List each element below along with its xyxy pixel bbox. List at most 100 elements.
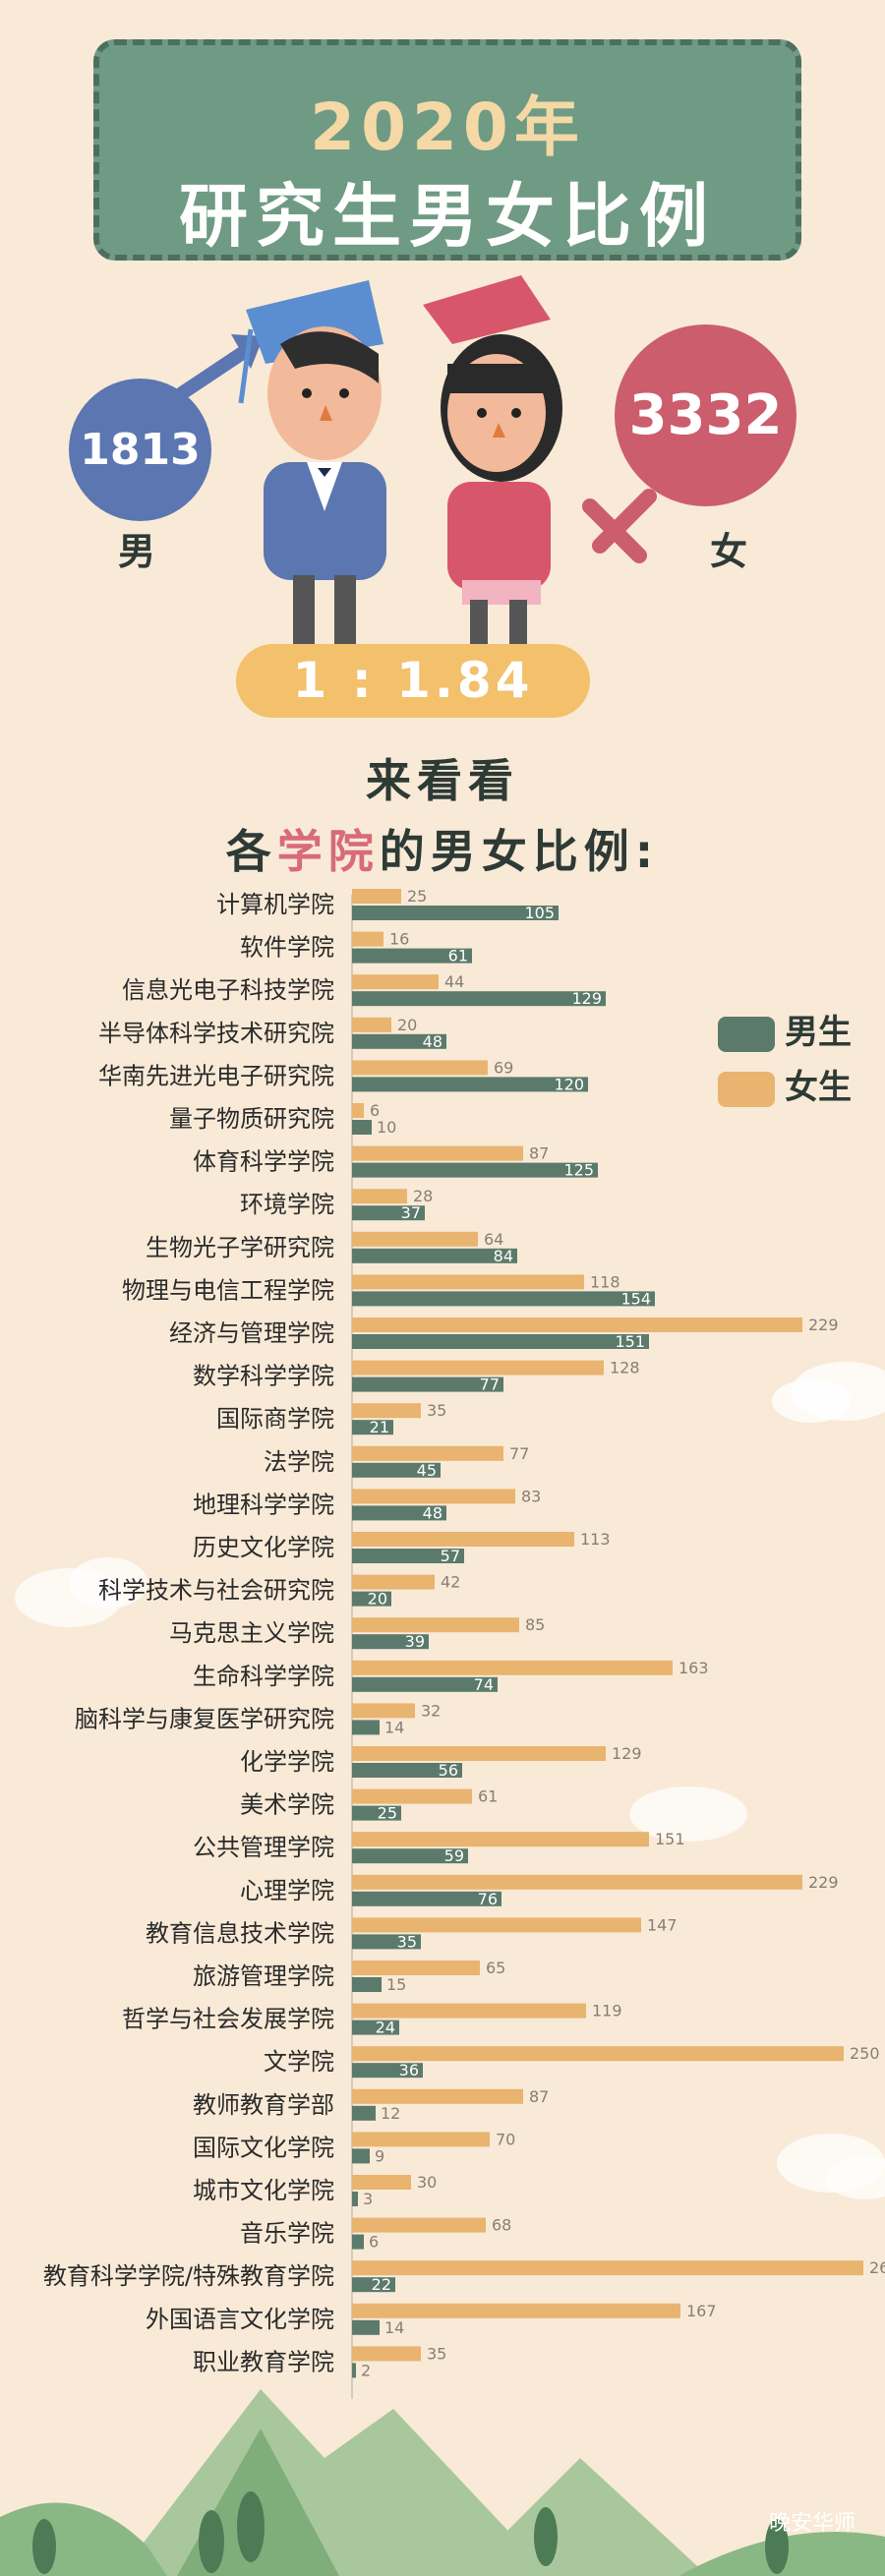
male-value-label: 20: [368, 1590, 387, 1609]
female-bar: [352, 1231, 478, 1247]
male-value-label: 24: [376, 2019, 395, 2037]
subtitle-prefix: 各: [225, 825, 277, 878]
male-bar: [352, 2105, 376, 2121]
male-bar: [352, 1291, 655, 1307]
male-bar: [352, 1462, 441, 1478]
female-bar: [352, 2132, 490, 2147]
female-bar: [352, 2088, 523, 2104]
category-label: 数学科学学院: [193, 1363, 334, 1390]
female-value-label: 119: [592, 2002, 622, 2020]
category-label: 信息光电子科技学院: [122, 976, 334, 1004]
year-title: 2020年: [310, 89, 585, 165]
male-bar: [352, 2234, 364, 2250]
male-bar: [352, 1676, 498, 1692]
male-value-label: 48: [423, 1503, 442, 1522]
category-label: 生物光子学研究院: [146, 1234, 334, 1261]
category-label: 城市文化学院: [193, 2177, 334, 2204]
male-bar: [352, 2063, 423, 2078]
female-bar: [352, 2346, 421, 2362]
male-value-label: 74: [474, 1675, 494, 1694]
female-value-label: 16: [389, 930, 409, 949]
female-value-label: 147: [647, 1915, 678, 1934]
female-bar: [352, 1360, 604, 1376]
category-label: 物理与电信工程学院: [122, 1276, 334, 1304]
category-label: 外国语言文化学院: [146, 2306, 334, 2333]
female-bar: [352, 931, 384, 947]
female-value-label: 151: [655, 1830, 685, 1848]
female-bar: [352, 1788, 472, 1804]
female-label: 女: [710, 530, 748, 573]
male-bar: [352, 1162, 598, 1178]
male-bar: [352, 2363, 356, 2378]
male-bar: [352, 1334, 649, 1349]
watermark: 晚安华师: [768, 2511, 856, 2536]
male-value-label: 12: [381, 2104, 400, 2123]
category-label: 教师教育学部: [193, 2091, 334, 2119]
male-value-label: 3: [363, 2190, 373, 2208]
male-value-label: 76: [478, 1890, 498, 1908]
male-bar: [352, 991, 606, 1007]
female-bar: [352, 2260, 863, 2276]
male-bar: [352, 1977, 382, 1992]
female-bar: [352, 2303, 680, 2318]
female-symbol-cross-icon: [582, 489, 657, 563]
category-label: 华南先进光电子研究院: [98, 1062, 334, 1089]
male-value-label: 9: [375, 2146, 384, 2165]
male-bar: [352, 1805, 401, 1821]
male-value-label: 151: [615, 1332, 645, 1351]
female-value-label: 65: [486, 1959, 505, 1977]
male-value-label: 125: [563, 1161, 594, 1180]
male-bar: [352, 1549, 464, 1563]
cloud-decoration: [15, 1362, 885, 2199]
male-bar: [352, 1248, 517, 1263]
category-label: 地理科学学院: [193, 1491, 334, 1518]
female-value-label: 129: [612, 1744, 642, 1763]
category-label: 哲学与社会发展学院: [122, 2006, 334, 2033]
male-count-circle: 1813: [69, 379, 211, 521]
legend-female-swatch: [718, 1071, 775, 1107]
category-label: 软件学院: [240, 934, 334, 962]
female-bar: [352, 1746, 606, 1761]
male-value-label: 77: [480, 1376, 500, 1394]
category-label: 量子物质研究院: [169, 1105, 334, 1133]
male-value-label: 61: [448, 947, 468, 966]
female-bar: [352, 2217, 486, 2233]
male-bar: [352, 1848, 468, 1864]
female-value-label: 229: [808, 1316, 839, 1334]
male-value-label: 120: [554, 1075, 584, 1093]
male-value-label: 25: [378, 1804, 397, 1823]
subtitle-suffix: 的男女比例:: [379, 825, 660, 878]
category-label: 心理学院: [240, 1877, 334, 1904]
male-value-label: 15: [386, 1975, 406, 1994]
female-value-label: 260: [869, 2258, 885, 2277]
male-bar: [352, 1934, 421, 1950]
male-label: 男: [118, 530, 156, 573]
male-value-label: 105: [524, 904, 555, 922]
female-bar: [352, 1917, 641, 1933]
female-value-label: 35: [427, 1401, 446, 1420]
female-value-label: 69: [494, 1058, 513, 1077]
category-label: 脑科学与康复医学研究院: [75, 1705, 334, 1732]
female-value-label: 70: [496, 2130, 515, 2148]
category-label: 音乐学院: [240, 2220, 334, 2248]
female-value-label: 6: [370, 1101, 380, 1120]
male-value-label: 45: [417, 1461, 437, 1480]
male-bar: [352, 906, 559, 920]
category-label: 马克思主义学院: [169, 1619, 334, 1647]
female-bar: [352, 1703, 415, 1719]
male-bar: [352, 2148, 370, 2164]
female-bar: [352, 1660, 673, 1675]
male-bar: [352, 1033, 446, 1049]
female-bar: [352, 2175, 411, 2190]
male-bar: [352, 1763, 462, 1778]
mountain-decoration: [0, 2389, 885, 2576]
female-bar: [352, 1445, 503, 1461]
male-value-label: 48: [423, 1032, 442, 1051]
female-bar: [352, 889, 401, 904]
female-bar: [352, 2046, 844, 2062]
female-count-circle: 3332: [615, 324, 796, 506]
female-value-label: 83: [521, 1487, 541, 1505]
category-label: 职业教育学院: [193, 2348, 334, 2375]
